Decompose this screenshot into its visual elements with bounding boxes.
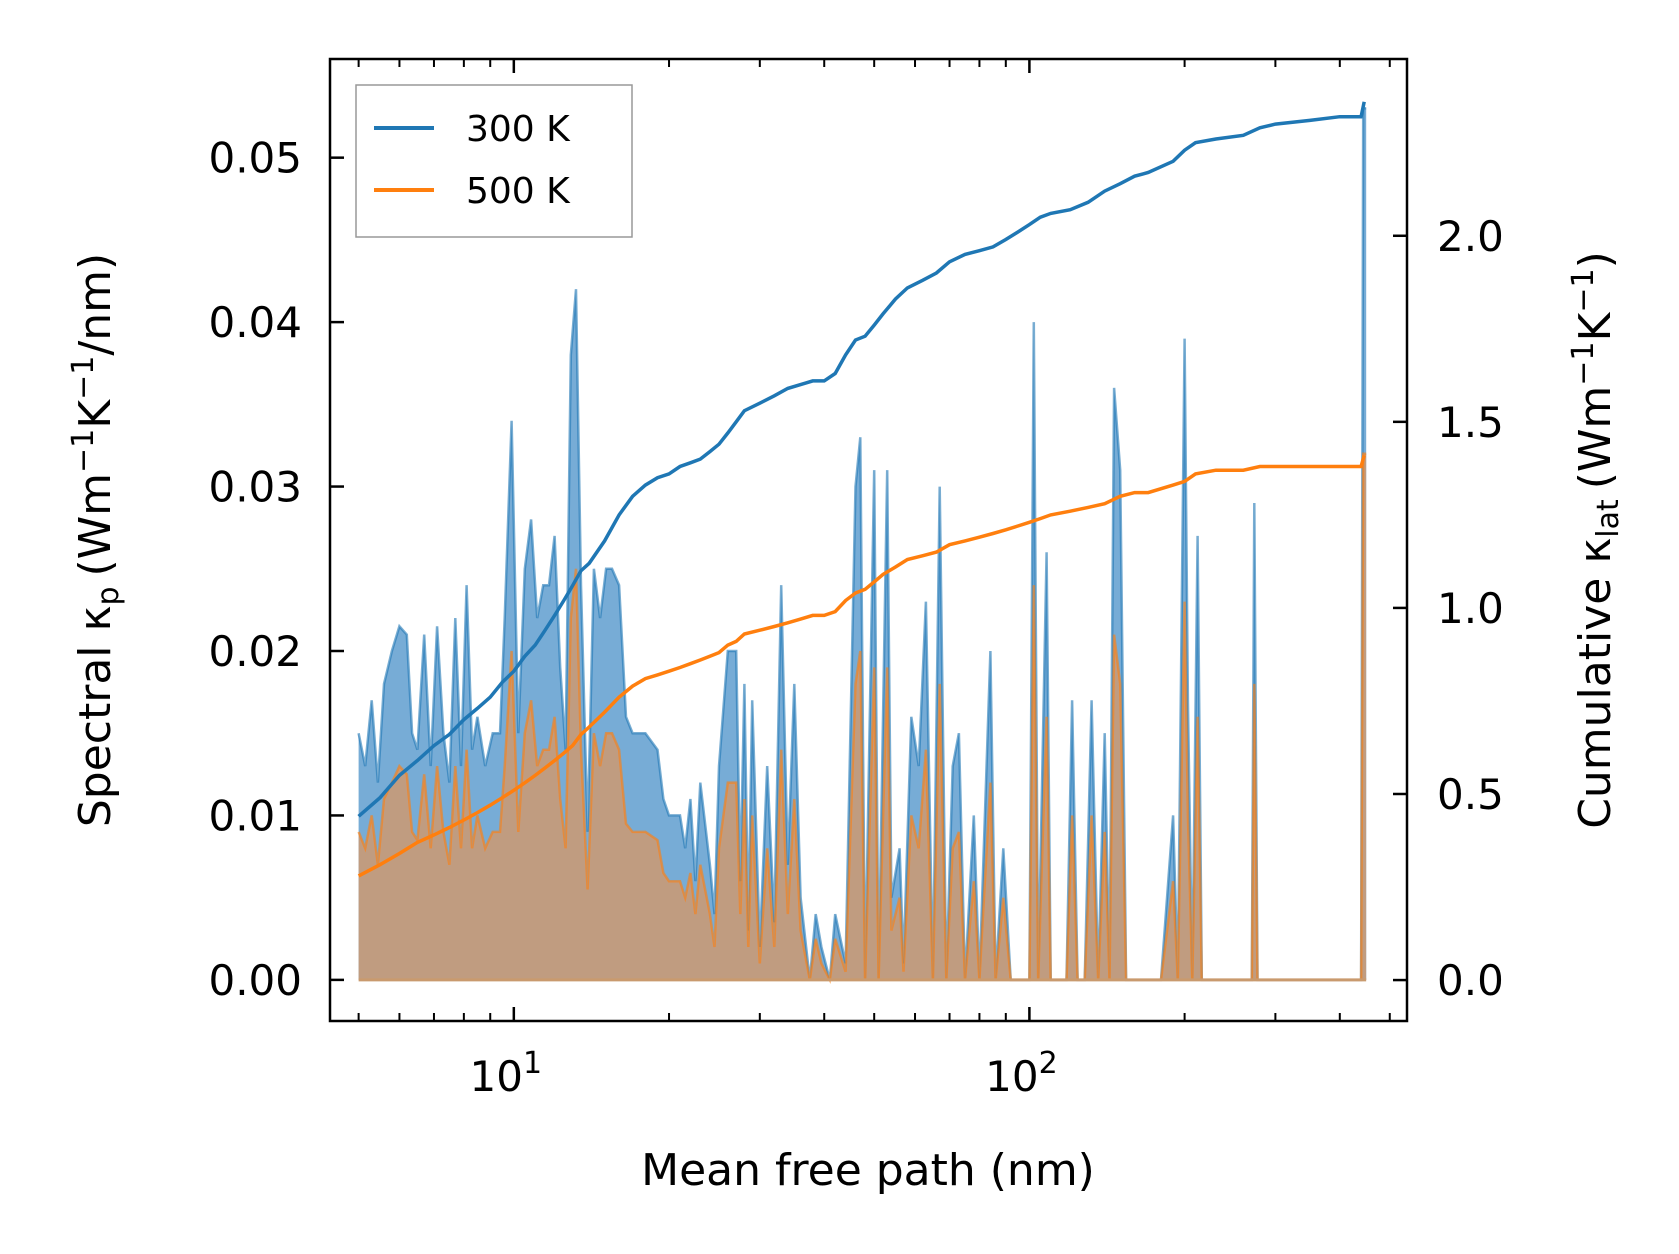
y-left-title-main: Spectral κ [70, 606, 121, 828]
y-right-title-main: Cumulative κ [1570, 538, 1621, 829]
y-left-tick-label: 0.00 [208, 956, 302, 1005]
legend-label-300k: 300 K [466, 109, 571, 150]
y-right-tick-label: 0.5 [1437, 770, 1504, 819]
y-left-tick-label: 0.01 [208, 791, 302, 840]
legend: 300 K 500 K [355, 84, 633, 238]
cumulative-line-300k [357, 101, 1366, 818]
y-left-title-sub: p [91, 587, 126, 606]
cumulative-line-500k [357, 454, 1366, 878]
y-left-title-unit: (Wm−1K−1/nm) [66, 253, 122, 577]
spectral-line-500k [357, 452, 1367, 985]
y-right-tick-label: 0.0 [1437, 956, 1504, 1005]
y-right-tick-label: 1.5 [1437, 398, 1504, 447]
x-axis-title: Mean free path (nm) [641, 1145, 1095, 1196]
y-right-axis-title: Cumulative κlat (Wm−1K−1) [1566, 251, 1627, 829]
spectral-areas [357, 107, 1367, 985]
x-tick-label: 101 [470, 1046, 543, 1101]
y-left-axis-title: Spectral κp (Wm−1K−1/nm) [66, 253, 127, 827]
y-right-title-unit: (Wm−1K−1) [1566, 251, 1622, 489]
cumulative-lines [357, 101, 1366, 878]
y-right-title-sub: lat [1591, 499, 1626, 538]
spectral-area-500k [358, 453, 1367, 980]
legend-box [355, 84, 633, 238]
axis-ticks: 0.00 0.01 0.02 0.03 0.04 0.05 0.0 0.5 1.0 1.5 2.0 1… [208, 59, 1504, 1101]
y-left-tick-label: 0.04 [208, 298, 302, 347]
y-right-tick-label: 2.0 [1437, 212, 1504, 261]
y-left-tick-label: 0.03 [208, 463, 302, 512]
plot-frame [328, 57, 1409, 1023]
legend-label-500k: 500 K [466, 171, 571, 212]
x-tick-label: 102 [985, 1046, 1058, 1101]
y-left-tick-label: 0.05 [208, 134, 302, 183]
y-right-tick-label: 1.0 [1437, 584, 1504, 633]
y-left-tick-label: 0.02 [208, 627, 302, 676]
